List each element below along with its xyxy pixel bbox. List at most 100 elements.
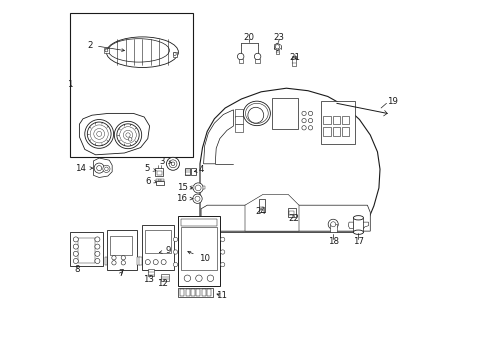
Bar	[71, 13, 193, 157]
Circle shape	[302, 118, 306, 123]
Circle shape	[112, 256, 116, 260]
Circle shape	[328, 219, 338, 229]
Circle shape	[173, 53, 176, 55]
Bar	[143, 225, 174, 270]
Circle shape	[220, 250, 225, 254]
Text: 6: 6	[145, 177, 151, 186]
Bar	[196, 289, 200, 296]
Text: 12: 12	[157, 279, 169, 288]
Bar	[162, 179, 164, 181]
Bar	[104, 48, 109, 53]
Circle shape	[74, 244, 78, 249]
Polygon shape	[201, 205, 370, 231]
Circle shape	[126, 133, 130, 137]
Bar	[107, 230, 137, 270]
Circle shape	[173, 262, 178, 267]
Circle shape	[331, 222, 336, 227]
Circle shape	[95, 237, 100, 242]
Ellipse shape	[245, 103, 268, 123]
Circle shape	[145, 260, 150, 265]
Bar	[148, 269, 153, 276]
Text: 20: 20	[244, 33, 254, 42]
Ellipse shape	[244, 101, 270, 126]
Bar	[191, 289, 195, 296]
Polygon shape	[348, 222, 353, 229]
Circle shape	[173, 237, 178, 242]
Text: 3: 3	[160, 157, 172, 166]
Text: 9: 9	[159, 246, 171, 256]
Circle shape	[117, 124, 139, 146]
Bar	[71, 232, 103, 266]
Circle shape	[308, 118, 313, 123]
Circle shape	[302, 111, 306, 116]
Bar	[330, 224, 337, 232]
Circle shape	[153, 260, 158, 265]
Bar	[292, 56, 296, 66]
Bar	[288, 208, 296, 217]
Circle shape	[121, 261, 125, 265]
Circle shape	[120, 127, 136, 143]
Circle shape	[85, 120, 114, 148]
Circle shape	[275, 45, 280, 49]
Text: 22: 22	[289, 214, 300, 223]
Circle shape	[248, 107, 264, 123]
Text: 17: 17	[353, 237, 364, 246]
Bar	[180, 289, 184, 296]
Ellipse shape	[353, 216, 364, 220]
Circle shape	[196, 185, 201, 191]
Circle shape	[161, 260, 166, 265]
Text: 18: 18	[328, 237, 339, 246]
Polygon shape	[364, 222, 368, 229]
Bar	[276, 50, 279, 54]
Bar	[333, 116, 340, 124]
Bar	[159, 179, 161, 181]
Bar	[333, 127, 340, 136]
Circle shape	[195, 196, 200, 201]
Bar	[323, 116, 331, 124]
Circle shape	[95, 251, 100, 256]
Text: 23: 23	[274, 33, 285, 42]
Circle shape	[74, 251, 78, 256]
Bar	[145, 230, 171, 253]
Bar	[191, 186, 194, 189]
Bar	[104, 257, 107, 265]
Circle shape	[302, 126, 306, 130]
Bar	[186, 289, 190, 296]
Polygon shape	[94, 158, 112, 177]
Ellipse shape	[353, 230, 364, 234]
Polygon shape	[200, 88, 380, 234]
Bar	[320, 101, 355, 144]
Circle shape	[95, 258, 100, 264]
Bar	[323, 127, 331, 136]
Bar	[156, 181, 164, 185]
Text: 4: 4	[194, 165, 204, 174]
Text: 13: 13	[144, 275, 154, 284]
Circle shape	[220, 262, 225, 267]
Circle shape	[128, 138, 132, 141]
Bar	[272, 98, 298, 129]
Circle shape	[238, 53, 244, 60]
Bar	[110, 236, 132, 255]
Circle shape	[90, 125, 108, 143]
Ellipse shape	[108, 39, 170, 62]
Text: 15: 15	[177, 183, 193, 192]
Text: 16: 16	[176, 194, 193, 203]
Circle shape	[114, 121, 142, 149]
Circle shape	[220, 237, 225, 242]
Bar	[342, 116, 349, 124]
Bar	[162, 274, 169, 281]
Text: 7: 7	[118, 269, 123, 278]
Text: 14: 14	[75, 163, 93, 172]
Text: 2: 2	[88, 40, 124, 51]
Circle shape	[94, 129, 104, 139]
Circle shape	[105, 49, 108, 52]
Text: 21: 21	[290, 53, 301, 62]
Bar	[191, 168, 196, 175]
Polygon shape	[79, 113, 149, 155]
Bar	[342, 127, 349, 136]
Polygon shape	[204, 110, 233, 164]
Text: 19: 19	[387, 97, 398, 106]
Polygon shape	[245, 194, 299, 231]
Bar	[155, 168, 163, 176]
Circle shape	[169, 160, 177, 168]
